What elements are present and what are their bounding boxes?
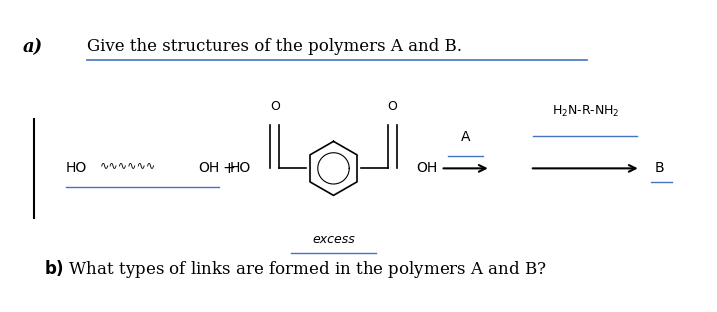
Text: O: O xyxy=(270,100,280,113)
Text: OH: OH xyxy=(417,161,437,175)
Text: Give the structures of the polymers A and B.: Give the structures of the polymers A an… xyxy=(87,38,462,56)
Text: B: B xyxy=(655,161,665,175)
Text: a): a) xyxy=(23,38,43,56)
Text: ∿∿∿∿∿∿: ∿∿∿∿∿∿ xyxy=(100,160,156,170)
Text: $\mathbf{b)}$ What types of links are formed in the polymers A and B?: $\mathbf{b)}$ What types of links are fo… xyxy=(44,258,547,280)
Text: HO: HO xyxy=(66,161,87,175)
Text: H$_2$N-R-NH$_2$: H$_2$N-R-NH$_2$ xyxy=(551,104,619,119)
Text: HO: HO xyxy=(229,161,251,175)
FancyArrowPatch shape xyxy=(533,165,635,172)
Text: A: A xyxy=(461,129,470,144)
Text: OH: OH xyxy=(198,161,219,175)
FancyArrowPatch shape xyxy=(443,165,485,172)
Text: +: + xyxy=(222,161,235,176)
Text: excess: excess xyxy=(312,233,355,246)
Text: O: O xyxy=(387,100,397,113)
